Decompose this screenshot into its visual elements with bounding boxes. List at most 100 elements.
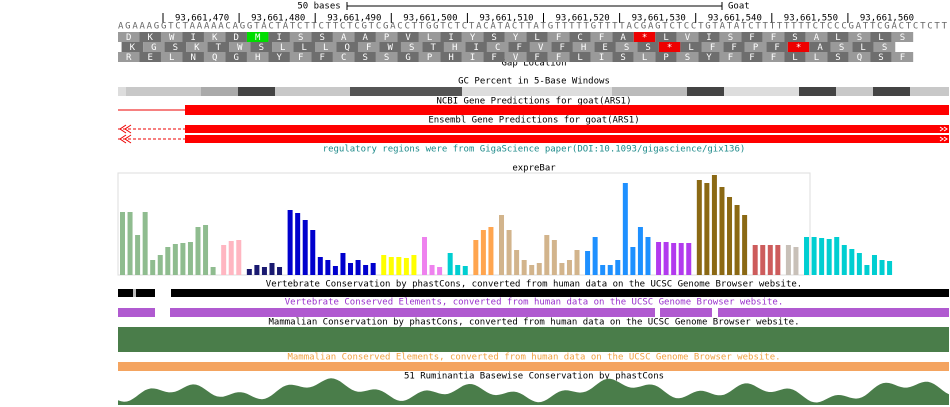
bar <box>600 265 606 275</box>
amino-acid: F <box>900 53 905 63</box>
amino-box <box>268 52 290 62</box>
amino-acid: F <box>749 53 754 63</box>
chart-title: expreBar <box>512 164 556 174</box>
amino-acid: L <box>642 53 647 63</box>
bar <box>325 260 331 275</box>
track-label: NCBI Gene Predictions for goat(ARS1) <box>436 97 631 107</box>
amino-box <box>873 42 896 52</box>
expre-bars <box>120 175 893 275</box>
amino-acid: T <box>430 43 436 53</box>
bar <box>704 183 710 275</box>
track-label: Gap Location <box>501 59 566 69</box>
bar <box>871 255 877 275</box>
amino-acid: L <box>302 43 307 53</box>
bar <box>355 260 361 275</box>
amino-acid: Y <box>706 53 712 63</box>
amino-acid: I <box>473 43 478 53</box>
amino-box <box>805 52 828 62</box>
amino-box <box>400 42 423 52</box>
bar <box>506 230 512 275</box>
bar <box>236 240 242 275</box>
gene-exon <box>185 105 949 115</box>
amino-box <box>160 32 183 42</box>
bar <box>295 213 301 275</box>
amino-box <box>225 32 247 42</box>
bar <box>203 225 209 275</box>
amino-box <box>182 32 204 42</box>
amino-acid: * <box>667 43 672 53</box>
amino-acid: Q <box>857 53 862 63</box>
amino-box <box>590 32 613 42</box>
amino-box <box>483 52 505 62</box>
amino-acid: P <box>753 43 759 53</box>
amino-box <box>676 32 699 42</box>
bar <box>195 227 201 275</box>
amino-box <box>848 52 871 62</box>
amino-acid: S <box>384 53 389 63</box>
bar <box>150 260 156 275</box>
bar <box>462 266 468 275</box>
amino-box <box>701 42 724 52</box>
amino-box <box>229 42 251 52</box>
bar <box>302 220 308 275</box>
amino-box <box>719 32 742 42</box>
bar <box>228 241 234 275</box>
bar <box>488 227 494 275</box>
amino-acid: R <box>126 53 132 63</box>
amino-box <box>891 52 914 62</box>
amino-box <box>830 42 853 52</box>
amino-acid: I <box>191 33 196 43</box>
amino-acid: K <box>194 43 200 53</box>
bar <box>811 237 817 275</box>
bar <box>841 245 847 275</box>
bar <box>630 247 636 275</box>
amino-acid: V <box>685 33 691 43</box>
bar <box>804 237 810 275</box>
amino-box <box>551 42 573 52</box>
amino-box <box>418 52 441 62</box>
amino-box <box>422 42 444 52</box>
amino-acid: C <box>341 53 346 63</box>
amino-acid: S <box>491 33 496 43</box>
amino-box <box>225 52 247 62</box>
amino-box <box>827 52 849 62</box>
amino-box <box>633 32 656 42</box>
amino-acid: F <box>556 33 561 43</box>
amino-box <box>784 52 806 62</box>
amino-acid: A <box>620 33 626 43</box>
bar <box>348 263 354 275</box>
mam-elements-bar <box>118 362 949 371</box>
vert-elements <box>118 308 949 317</box>
amino-acid: S <box>882 43 887 53</box>
amino-acid: E <box>602 43 607 53</box>
amino-acid: T <box>216 43 222 53</box>
amino-box <box>336 42 358 52</box>
bar <box>849 249 855 275</box>
amino-box <box>139 52 161 62</box>
amino-box <box>870 32 892 42</box>
bar <box>671 243 677 275</box>
position-label: 93,661,520 <box>556 14 610 24</box>
bar <box>254 265 260 275</box>
amino-acid: G <box>151 43 156 53</box>
position-label: 93,661,530 <box>632 14 686 24</box>
amino-box <box>762 52 785 62</box>
amino-box <box>504 32 527 42</box>
amino-acid: Q <box>212 53 217 63</box>
amino-box <box>486 42 509 52</box>
bar <box>734 205 740 275</box>
bar <box>585 251 591 275</box>
amino-acid: F <box>559 43 564 53</box>
amino-acid: F <box>771 53 776 63</box>
amino-box <box>182 52 204 62</box>
amino-acid: F <box>491 53 496 63</box>
bar <box>422 237 427 275</box>
amino-box <box>203 52 226 62</box>
amino-acid: S <box>624 43 629 53</box>
bar <box>615 260 621 275</box>
amino-acid: F <box>749 33 754 43</box>
amino-acid: H <box>255 53 260 63</box>
amino-box <box>311 52 333 62</box>
amino-box <box>268 32 290 42</box>
amino-acid: F <box>774 43 779 53</box>
